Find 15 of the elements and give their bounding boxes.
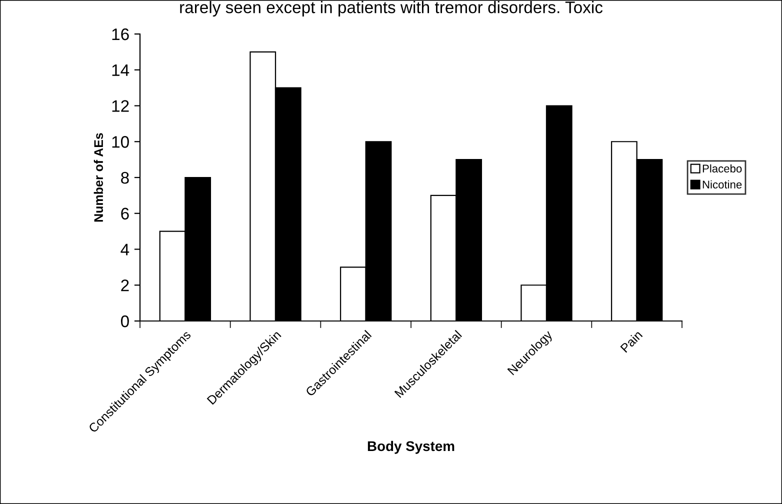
x-tick-label: Pain bbox=[620, 330, 643, 353]
y-tick-label: 10 bbox=[112, 136, 129, 148]
legend-label: Nicotine bbox=[702, 180, 742, 188]
x-axis-title: Body System bbox=[368, 440, 454, 454]
y-axis-title: Number of AEs bbox=[94, 133, 104, 222]
y-tick-label: 8 bbox=[121, 172, 129, 184]
legend-label: Placebo bbox=[702, 164, 742, 173]
y-tick-label: 12 bbox=[112, 100, 129, 112]
y-tick-label: 4 bbox=[120, 244, 130, 256]
text: rarely seen except in patients with tremor disorders. Toxic bbox=[180, 1, 603, 17]
y-tick-label: 14 bbox=[112, 64, 130, 76]
y-tick-label: 0 bbox=[120, 315, 129, 328]
y-tick-label: 16 bbox=[112, 28, 129, 40]
y-tick-label: 2 bbox=[121, 280, 129, 292]
y-tick-label: 6 bbox=[121, 208, 129, 220]
